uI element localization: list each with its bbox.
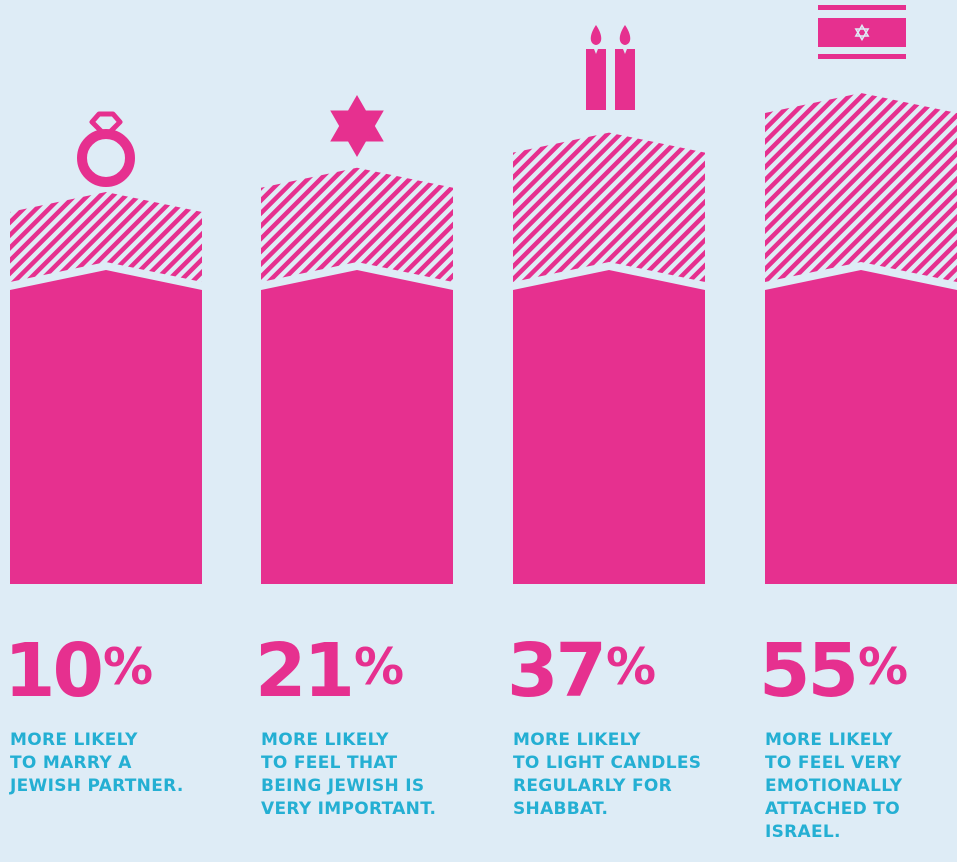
candle-body-1	[586, 49, 606, 110]
bar-4	[765, 270, 957, 584]
star-of-david-icon	[330, 95, 384, 157]
caption-3: MORE LIKELY TO LIGHT CANDLES REGULARLY FOR…	[513, 730, 701, 819]
value-label-3: 37%	[507, 628, 656, 714]
candle-flame-2	[619, 25, 631, 45]
candle-body-2	[615, 49, 635, 110]
bar-cap-2	[261, 167, 453, 282]
shabbat-candles-icon	[586, 25, 635, 110]
bar-cap-3	[513, 132, 705, 282]
value-label-1: 10%	[4, 628, 153, 714]
ring-icon	[77, 111, 135, 187]
caption-4: MORE LIKELY TO FEEL VERY EMOTIONALLY ATTACH…	[765, 730, 903, 842]
bar-2	[261, 270, 453, 584]
labels-layer: 10% MORE LIKELY TO MARRY A JEWISH PARTNER. 2…	[4, 628, 908, 842]
israel-flag-icon	[818, 5, 906, 59]
value-label-4: 55%	[759, 628, 908, 714]
bar-1	[10, 270, 202, 584]
value-label-2: 21%	[255, 628, 404, 714]
icons-layer	[77, 5, 906, 187]
bar-cap-4	[765, 93, 957, 282]
candle-flame-1	[590, 25, 602, 45]
caption-2: MORE LIKELY TO FEEL THAT BEING JEWISH IS VE…	[261, 730, 436, 819]
bar-3	[513, 270, 705, 584]
bars-layer	[10, 93, 957, 584]
bar-cap-1	[10, 192, 202, 282]
caption-1: MORE LIKELY TO MARRY A JEWISH PARTNER.	[9, 730, 184, 796]
